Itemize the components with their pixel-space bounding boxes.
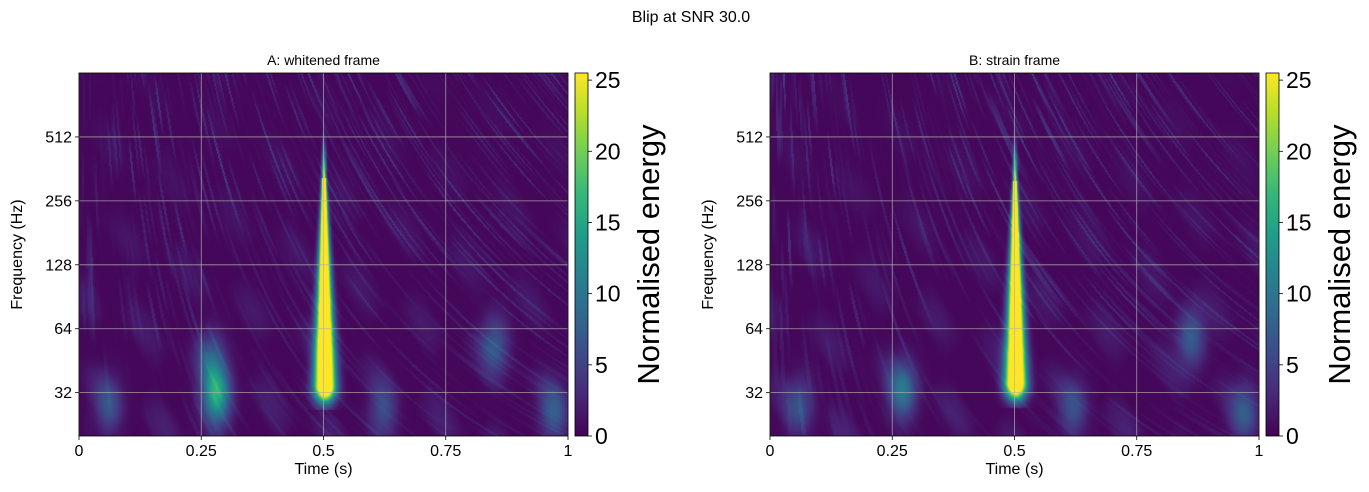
panel-b-y-tick-label: 64 <box>745 321 763 338</box>
panel-a-x-tick-label: 0.5 <box>312 443 334 460</box>
panel-b-x-axis-label: Time (s) <box>985 461 1043 478</box>
panel-b-x-tick-label: 0.75 <box>1121 443 1152 460</box>
panel-b-y-tick-label: 512 <box>736 129 763 146</box>
panel-b-colorbar-tick-label: 5 <box>1286 352 1299 378</box>
panel-a-x-tick-label: 0 <box>75 443 84 460</box>
panel-b-x-tick-label: 0.25 <box>877 443 908 460</box>
panel-b-colorbar-label: Normalised energy <box>1322 124 1357 385</box>
panel-a-x-tick-label: 1 <box>564 443 573 460</box>
panel-b-y-tick-label: 128 <box>736 257 763 274</box>
panel-a-grid <box>78 73 569 436</box>
panel-b-colorbar-gradient <box>1265 72 1280 437</box>
panel-a: 0 0.25 0.5 0.75 1 32 64 128 256 512 A: whitened fr… <box>9 52 666 478</box>
panel-a-colorbar-tick-label: 20 <box>595 138 621 164</box>
panel-b-x-tick-label: 1 <box>1255 443 1264 460</box>
panel-a-y-axis-label: Frequency (Hz) <box>9 199 26 309</box>
panel-a-colorbar-label: Normalised energy <box>631 124 666 385</box>
panel-a-y-tick-label: 64 <box>54 321 72 338</box>
panel-b-x-tick-label: 0 <box>766 443 775 460</box>
panel-a-colorbar-tick-label: 0 <box>595 423 608 449</box>
panel-a-colorbar-tick-label: 25 <box>595 67 621 93</box>
figure-suptitle: Blip at SNR 30.0 <box>632 9 750 26</box>
panel-b-colorbar-tick-label: 20 <box>1286 138 1312 164</box>
panel-b-colorbar-tick-label: 10 <box>1286 281 1312 307</box>
panel-b-y-tick-label: 256 <box>736 193 763 210</box>
panel-a-y-tick-label: 32 <box>54 385 72 402</box>
panel-a-colorbar-tick-label: 10 <box>595 281 621 307</box>
panel-b-title: B: strain frame <box>969 52 1060 68</box>
panel-a-y-tick-label: 128 <box>45 257 72 274</box>
panel-a-title: A: whitened frame <box>267 52 380 68</box>
panel-a-colorbar: 0 5 10 15 20 25 Normalised energy <box>574 67 666 449</box>
panel-a-y-tick-label: 256 <box>45 193 72 210</box>
panel-b-colorbar: 0 5 10 15 20 25 Normalised energy <box>1265 67 1357 449</box>
panel-a-x-tick-label: 0.25 <box>186 443 217 460</box>
panel-b: 0 0.25 0.5 0.75 1 32 64 128 256 512 B: strain fram… <box>700 52 1357 478</box>
panel-b-x-tick-label: 0.5 <box>1003 443 1025 460</box>
panel-a-colorbar-tick-label: 15 <box>595 209 621 235</box>
panel-a-y-tick-label: 512 <box>45 129 72 146</box>
panel-b-y-axis-label: Frequency (Hz) <box>700 199 717 309</box>
panel-b-colorbar-tick-label: 0 <box>1286 423 1299 449</box>
panel-b-colorbar-tick-label: 25 <box>1286 67 1312 93</box>
panel-a-x-tick-label: 0.75 <box>430 443 461 460</box>
panel-a-x-axis-label: Time (s) <box>294 461 352 478</box>
panel-a-colorbar-tick-label: 5 <box>595 352 608 378</box>
panel-a-colorbar-gradient <box>574 72 589 437</box>
panel-b-colorbar-tick-label: 15 <box>1286 209 1312 235</box>
panel-b-y-tick-label: 32 <box>745 385 763 402</box>
